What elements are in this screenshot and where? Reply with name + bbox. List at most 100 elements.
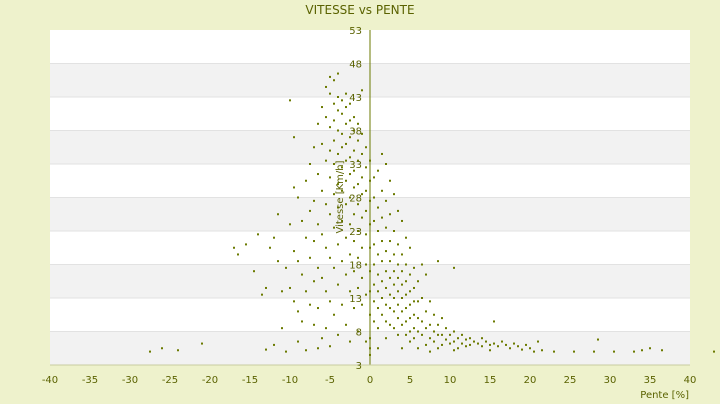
data-point [405,293,407,296]
data-point [321,276,323,279]
data-point [429,300,431,303]
data-point [337,183,339,186]
y-tick-label: 53 [349,26,362,37]
data-point [517,345,519,348]
data-point [237,253,239,256]
data-point [337,283,339,286]
data-point [489,343,491,346]
data-point [341,99,343,102]
data-point [509,347,511,350]
data-point [433,340,435,343]
x-tick-label: -15 [242,375,258,386]
data-point [385,320,387,323]
data-point [425,310,427,313]
data-point [469,343,471,346]
data-point [329,149,331,152]
x-tick-label: 5 [407,375,413,386]
data-point [437,260,439,263]
data-point [397,276,399,279]
data-point [357,256,359,259]
x-tick-label: 35 [644,375,657,386]
data-point [329,300,331,303]
data-point [345,323,347,326]
data-point [313,199,315,202]
data-point [421,263,423,266]
data-point [409,290,411,293]
data-point [293,186,295,189]
data-point [305,179,307,182]
data-point [325,159,327,162]
data-point [333,139,335,142]
data-point [409,273,411,276]
data-point [321,106,323,109]
data-point [325,246,327,249]
data-point [389,307,391,310]
data-point [453,340,455,343]
data-point [329,92,331,95]
data-point [377,169,379,172]
data-point [305,236,307,239]
data-point [465,345,467,348]
y-tick-label: 38 [349,127,362,138]
x-tick-label: -30 [122,375,138,386]
y-tick-label: 18 [349,261,362,272]
data-point [409,330,411,333]
data-point [345,92,347,95]
data-point [317,347,319,350]
data-point [393,297,395,299]
data-point [397,263,399,266]
data-point [357,230,359,232]
data-point [389,179,391,182]
data-point [377,327,379,330]
data-point [393,310,395,313]
data-point [301,273,303,276]
data-point [453,349,455,352]
data-point [385,163,387,165]
data-point [325,290,327,293]
data-point [341,303,343,306]
data-point [161,347,163,350]
data-point [381,216,383,219]
data-point [245,243,247,246]
data-point [273,236,275,239]
data-point [449,333,451,336]
data-point [353,116,355,119]
data-point [365,233,367,236]
data-point [389,260,391,263]
data-point [353,129,355,132]
data-point [321,337,323,340]
data-point [593,350,595,353]
y-tick-label: 13 [349,294,362,305]
data-point [553,350,555,353]
data-point [401,270,403,273]
x-tick-label: -25 [162,375,178,386]
data-point [381,297,383,299]
data-point [493,320,495,323]
x-tick-label: -10 [282,375,298,386]
data-point [329,126,331,129]
data-point [393,270,395,273]
data-point [293,136,295,139]
data-point [441,317,443,320]
data-point [365,209,367,212]
data-point [345,236,347,239]
data-point [337,96,339,98]
data-point [329,75,331,78]
data-point [453,266,455,269]
data-point [317,122,319,125]
data-point [713,350,715,353]
data-point [325,85,327,88]
data-point [265,348,267,351]
data-point [357,139,359,142]
data-point [393,230,395,232]
data-point [461,342,463,345]
data-point [329,213,331,216]
data-point [477,342,479,345]
data-point [377,290,379,293]
data-point [285,266,287,269]
data-point [337,333,339,336]
x-tick-label: 0 [367,375,373,386]
data-point [201,342,203,345]
